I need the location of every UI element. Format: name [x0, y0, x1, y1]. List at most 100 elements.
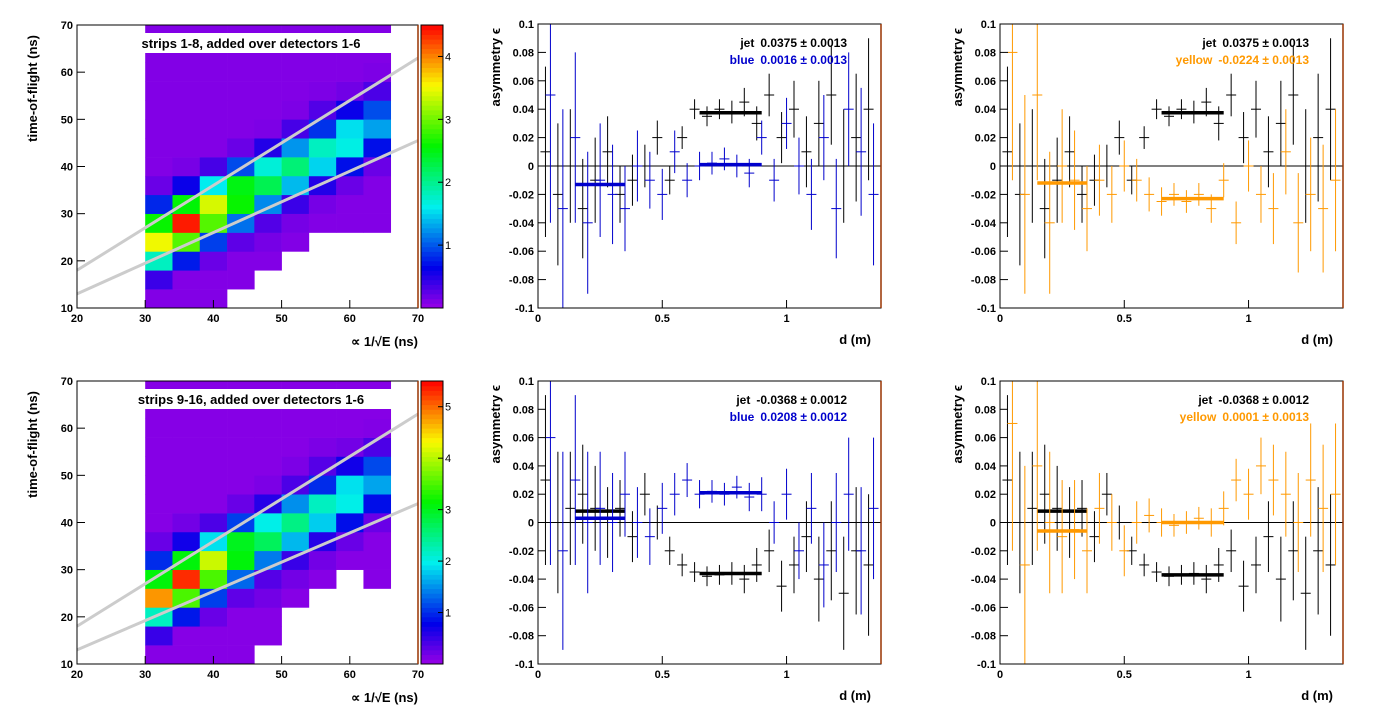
y-tick-label: 50 [61, 114, 73, 126]
colorbar-step [421, 546, 443, 552]
y-tick-label: 0.04 [975, 461, 997, 473]
x-tick-label: 0.5 [655, 669, 670, 681]
colorbar-step [421, 100, 443, 106]
heat-cell [199, 494, 228, 514]
heat-cell [172, 62, 201, 82]
y-tick-label: 0.02 [975, 133, 996, 145]
heat-cell [254, 418, 282, 438]
heat-cell [227, 588, 255, 608]
heat-cell [281, 456, 310, 476]
fit-value: 0.0375 ± 0.0013 [1222, 36, 1309, 50]
colorbar-step [421, 67, 443, 73]
heat-cell [363, 194, 392, 214]
heat-cell [172, 175, 201, 196]
y-axis-label: time-of-flight (ns) [25, 35, 40, 142]
colorbar-step [421, 579, 443, 585]
colorbar-step [421, 119, 443, 125]
x-tick-label: 0 [997, 669, 1003, 681]
colorbar-step [421, 480, 443, 486]
colorbar-frame [420, 380, 444, 665]
heat-cell [363, 100, 392, 120]
x-axis-label: d (m) [1301, 688, 1333, 703]
y-tick-label: 30 [61, 565, 73, 577]
heat-cell [199, 138, 228, 158]
fit-value: -0.0368 ± 0.0012 [756, 393, 847, 407]
colorbar-step [421, 555, 443, 561]
plot-area [1000, 24, 1343, 294]
heat-cell [336, 157, 364, 177]
heat-cell [336, 531, 364, 552]
y-tick-label: -0.08 [509, 275, 534, 287]
x-tick-label: 40 [207, 313, 219, 325]
colorbar-step [421, 409, 443, 415]
y-tick-label: 0 [990, 161, 996, 173]
heat-cell [172, 418, 201, 438]
z-tick-label: 2 [445, 177, 451, 189]
panel-label: strips 1-8, added over detectors 1-6 [142, 36, 361, 51]
colorbar-step [421, 105, 443, 111]
x-tick-label: 1 [783, 669, 789, 681]
panel-label: strips 9-16, added over detectors 1-6 [138, 392, 364, 407]
heat-cell [254, 194, 282, 214]
heat-cell [308, 157, 337, 177]
heat-cell [308, 437, 337, 457]
heat-cell [363, 213, 392, 233]
plot-area [1000, 381, 1343, 664]
x-tick-label: 0 [997, 313, 1003, 325]
colorbar-step [421, 114, 443, 120]
heat-cell [281, 62, 310, 82]
colorbar-step [421, 659, 443, 665]
heat-cell [281, 437, 310, 457]
y-tick-label: 0.06 [513, 433, 534, 445]
y-tick-label: 70 [61, 20, 73, 32]
y-tick-label: -0.04 [509, 218, 535, 230]
heat-cell [308, 569, 337, 589]
colorbar-step [421, 560, 443, 566]
colorbar-step [421, 157, 443, 163]
heat-cell [199, 569, 228, 589]
x-axis-label: d (m) [839, 688, 871, 703]
heat-cell [145, 138, 173, 158]
heat-cell [281, 475, 310, 495]
heat-cell [363, 475, 392, 495]
heat-cell [336, 81, 364, 101]
colorbar-step [421, 621, 443, 627]
colorbar-step [421, 289, 443, 295]
y-tick-label: -0.02 [509, 546, 534, 558]
colorbar-step [421, 91, 443, 97]
heat-cell [145, 437, 173, 457]
z-tick-label: 4 [445, 453, 451, 465]
heat-cell [336, 456, 364, 476]
colorbar-step [421, 180, 443, 186]
heat-cell [227, 550, 255, 570]
colorbar-step [421, 494, 443, 500]
y-tick-label: -0.08 [509, 631, 534, 643]
fit-result: yellow -0.0224 ± 0.0013 [1176, 53, 1310, 67]
x-tick-label: 30 [139, 669, 151, 681]
y-tick-label: -0.02 [971, 189, 996, 201]
colorbar-step [421, 390, 443, 396]
heat-cell [172, 81, 201, 101]
heat-cell [308, 119, 337, 139]
heat-cell [363, 531, 392, 552]
cut-line [76, 56, 419, 272]
colorbar-step [421, 381, 443, 387]
colorbar-step [421, 270, 443, 276]
heat-cell [227, 138, 255, 158]
colorbar-step [421, 86, 443, 92]
colorbar-step [421, 385, 443, 391]
colorbar-step [421, 48, 443, 54]
x-tick-label: 70 [412, 313, 424, 325]
heat-cell [227, 270, 255, 290]
colorbar-step [421, 630, 443, 637]
heat-cell [199, 100, 228, 120]
heat-cell [254, 531, 282, 552]
colorbar-step [421, 461, 443, 467]
heat-cell [227, 100, 255, 120]
y-tick-label: 0.04 [513, 461, 535, 473]
colorbar-step [421, 414, 443, 420]
y-axis-label: asymmetry ϵ [950, 385, 965, 464]
heat-cell [227, 626, 255, 646]
colorbar-step [421, 213, 443, 219]
fit-result: yellow 0.0001 ± 0.0013 [1180, 410, 1310, 424]
